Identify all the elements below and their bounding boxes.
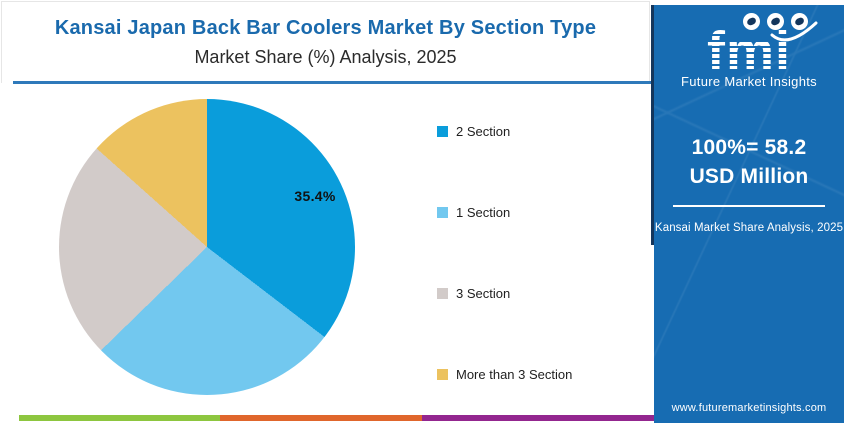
logo-wordmark: Future Market Insights <box>681 74 817 89</box>
legend-swatch-icon <box>437 206 448 218</box>
page-title: Kansai Japan Back Bar Coolers Market By … <box>54 17 597 39</box>
logo-circle-icon <box>742 13 760 30</box>
sidebar-caption: Kansai Market Share Analysis, 2025 <box>654 221 844 234</box>
legend-item: 3 Section <box>437 285 572 301</box>
legend-item: 1 Section <box>437 204 572 220</box>
chart-legend: 2 Section 1 Section 3 Section More than … <box>437 123 572 382</box>
legend-label: More than 3 Section <box>456 366 573 382</box>
legend-swatch-icon <box>437 368 448 380</box>
legend-swatch-icon <box>437 287 448 299</box>
website-url: www.futuremarketinsights.com <box>671 402 827 414</box>
legend-label: 2 Section <box>456 123 511 139</box>
logo-circle-icon <box>766 13 784 30</box>
logo-swoosh-icon <box>770 21 818 42</box>
header-divider <box>13 81 652 84</box>
logo-text: fmi <box>707 21 791 81</box>
legend-label: 3 Section <box>456 285 511 301</box>
legend-swatch-icon <box>437 125 448 137</box>
legend-item: 2 Section <box>437 123 572 139</box>
footer-strip-orange <box>220 415 422 421</box>
legend-item: More than 3 Section <box>437 366 572 382</box>
fmi-logo: fmi Future Market Insights <box>654 13 844 89</box>
brand-sidebar: fmi Future Market Insights 100%= 58.2 US… <box>654 5 844 423</box>
market-size-stat: 100%= 58.2 USD Million <box>689 136 809 189</box>
pie-data-label: 35.4% <box>294 188 336 204</box>
legend-label: 1 Section <box>456 204 511 220</box>
footer-strip-green <box>19 415 220 421</box>
footer-strip-purple <box>422 415 654 421</box>
logo-people-icons <box>742 13 808 30</box>
page-subtitle: Market Share (%) Analysis, 2025 <box>194 47 457 67</box>
sidebar-divider <box>673 204 825 207</box>
pie-chart <box>59 99 355 395</box>
header: Kansai Japan Back Bar Coolers Market By … <box>1 1 650 83</box>
logo-circle-icon <box>790 13 808 30</box>
sidebar-edge-shadow <box>651 5 654 245</box>
